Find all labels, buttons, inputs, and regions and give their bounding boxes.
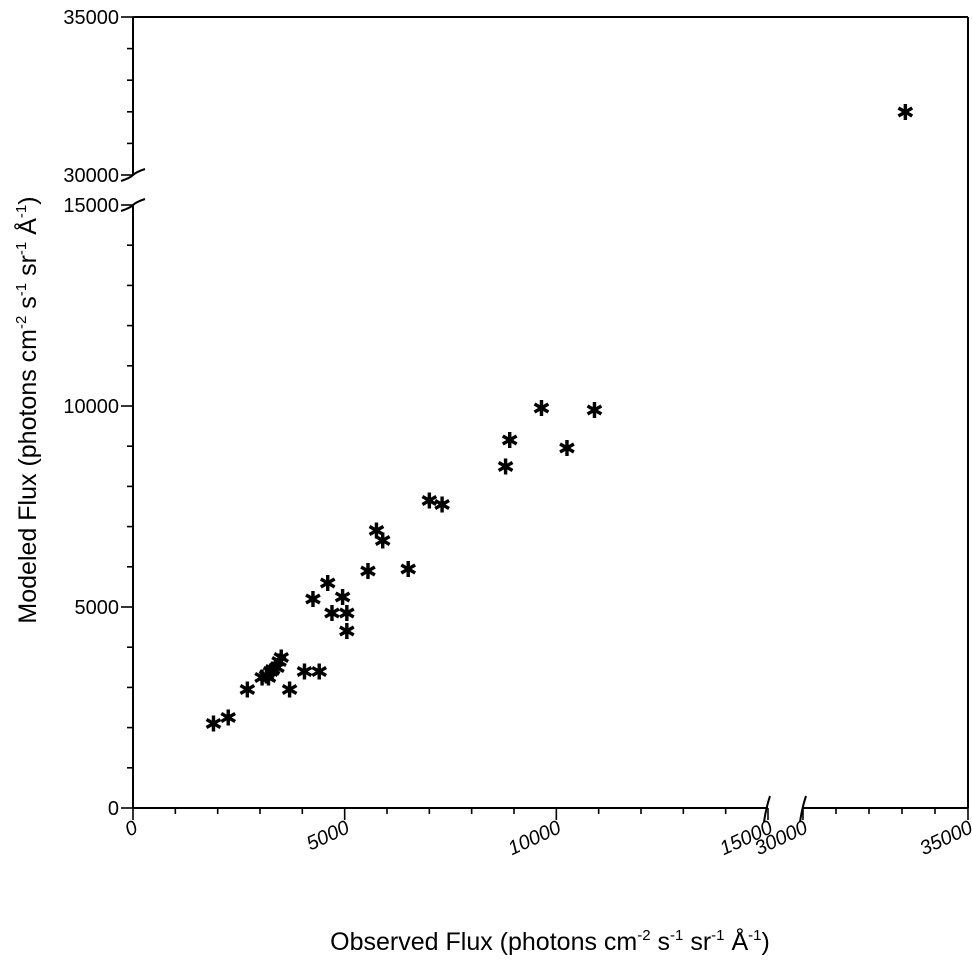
x-axis-break-mark — [763, 795, 771, 823]
data-point: ✱ — [295, 660, 313, 685]
y-axis-title: Modeled Flux (photons cm-2 s-1 sr-1 Å-1) — [12, 196, 42, 623]
data-point: ✱ — [219, 707, 237, 732]
data-point: ✱ — [420, 489, 438, 514]
data-point: ✱ — [558, 437, 576, 462]
x-tick-label: 10000 — [505, 817, 565, 860]
y-tick-label: 15000 — [63, 195, 119, 217]
axes — [120, 16, 969, 823]
x-tick-label: 35000 — [916, 817, 972, 860]
y-tick-label: 35000 — [63, 7, 119, 29]
data-point: ✱ — [374, 530, 392, 555]
data-point: ✱ — [338, 602, 356, 627]
x-tick-label: 0 — [122, 817, 141, 842]
data-point: ✱ — [359, 560, 377, 585]
data-point: ✱ — [304, 588, 322, 613]
y-tick-label: 30000 — [63, 165, 119, 187]
data-point: ✱ — [253, 666, 271, 691]
data-point: ✱ — [585, 399, 603, 424]
data-point: ✱ — [319, 572, 337, 597]
data-point: ✱ — [501, 429, 519, 454]
data-point: ✱ — [272, 646, 290, 671]
data-points: ✱✱✱✱✱✱✱✱✱✱✱✱✱✱✱✱✱✱✱✱✱✱✱✱✱✱✱✱✱✱✱✱ — [204, 101, 914, 738]
y-tick-label: 0 — [108, 798, 119, 820]
data-point: ✱ — [338, 620, 356, 645]
data-point: ✱ — [280, 678, 298, 703]
data-point: ✱ — [310, 660, 328, 685]
data-point: ✱ — [323, 602, 341, 627]
data-point: ✱ — [896, 101, 914, 126]
data-point: ✱ — [496, 455, 514, 480]
y-tick-label: 10000 — [63, 396, 119, 418]
y-tick-label: 5000 — [75, 597, 120, 619]
x-tick-label: 5000 — [303, 817, 353, 856]
data-point: ✱ — [238, 678, 256, 703]
data-point: ✱ — [261, 660, 279, 685]
data-point: ✱ — [268, 656, 286, 681]
data-point: ✱ — [257, 664, 275, 689]
data-point: ✱ — [270, 650, 288, 675]
data-point: ✱ — [532, 397, 550, 422]
data-point: ✱ — [433, 493, 451, 518]
data-point: ✱ — [367, 520, 385, 545]
data-point: ✱ — [204, 713, 222, 738]
data-point: ✱ — [399, 558, 417, 583]
x-axis-title: Observed Flux (photons cm-2 s-1 sr-1 Å-1… — [330, 926, 770, 956]
data-point: ✱ — [259, 666, 277, 691]
data-point: ✱ — [333, 586, 351, 611]
data-point: ✱ — [263, 658, 281, 683]
